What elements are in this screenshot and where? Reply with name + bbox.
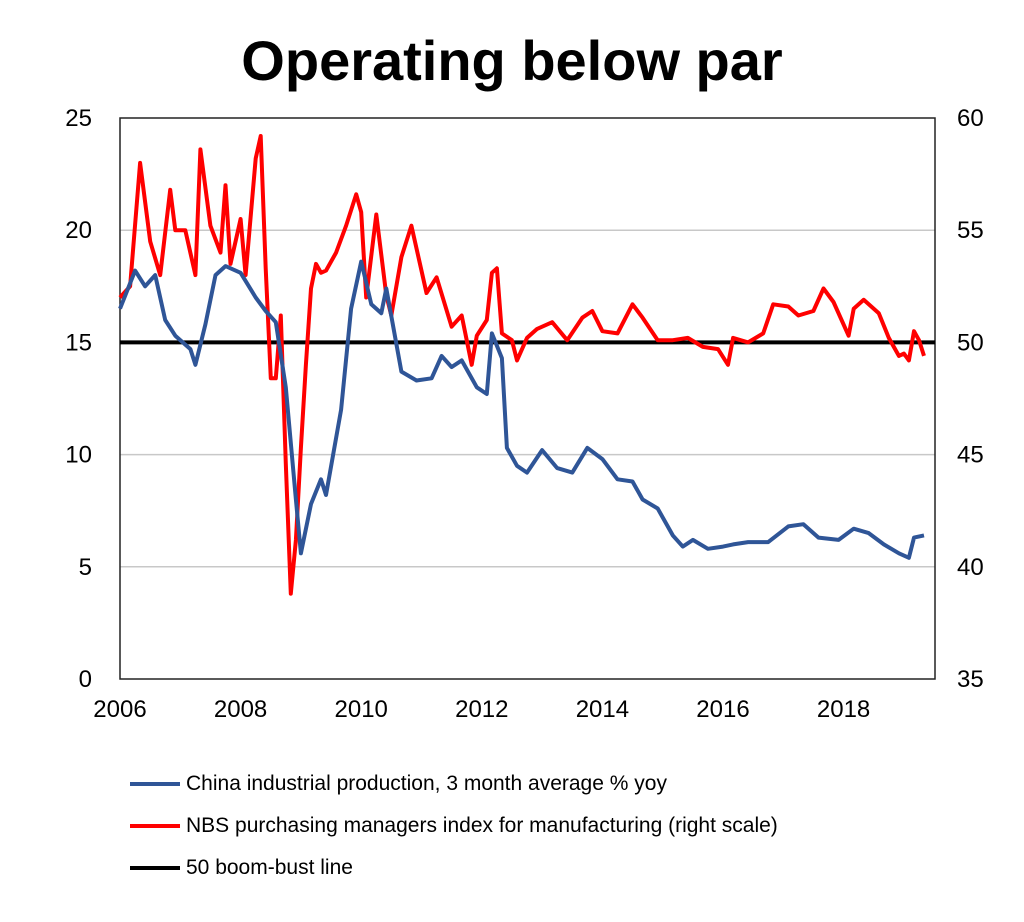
- left-tick-label: 20: [65, 217, 92, 244]
- x-tick-label: 2018: [817, 696, 870, 723]
- right-tick-label: 50: [957, 329, 984, 356]
- x-tick-label: 2008: [214, 696, 267, 723]
- legend-item: NBS purchasing managers index for manufa…: [130, 814, 778, 838]
- plot-frame: [119, 117, 936, 680]
- right-tick-label: 45: [957, 442, 984, 469]
- chart-title: Operating below par: [241, 29, 783, 92]
- legend-swatch: [130, 782, 180, 786]
- right-tick-label: 60: [957, 105, 984, 132]
- right-tick-label: 40: [957, 554, 984, 581]
- legend-label: China industrial production, 3 month ave…: [186, 772, 667, 795]
- right-tick-label: 35: [957, 666, 984, 693]
- x-tick-label: 2006: [93, 696, 146, 723]
- x-tick-label: 2010: [335, 696, 388, 723]
- left-tick-label: 15: [65, 329, 92, 356]
- left-tick-label: 10: [65, 442, 92, 469]
- legend-item: China industrial production, 3 month ave…: [130, 772, 667, 796]
- legend-label: 50 boom-bust line: [186, 856, 353, 879]
- left-tick-label: 25: [65, 105, 92, 132]
- series-line-0: [118, 259, 925, 560]
- x-tick-label: 2016: [696, 696, 749, 723]
- left-tick-label: 0: [79, 666, 92, 693]
- series-line-1: [118, 134, 926, 596]
- x-tick-label: 2012: [455, 696, 508, 723]
- legend-item: 50 boom-bust line: [130, 856, 353, 880]
- left-tick-label: 5: [79, 554, 92, 581]
- legend-swatch: [130, 824, 180, 828]
- legend-swatch: [130, 866, 180, 870]
- right-tick-label: 55: [957, 217, 984, 244]
- legend-label: NBS purchasing managers index for manufa…: [186, 814, 778, 837]
- x-tick-label: 2014: [576, 696, 629, 723]
